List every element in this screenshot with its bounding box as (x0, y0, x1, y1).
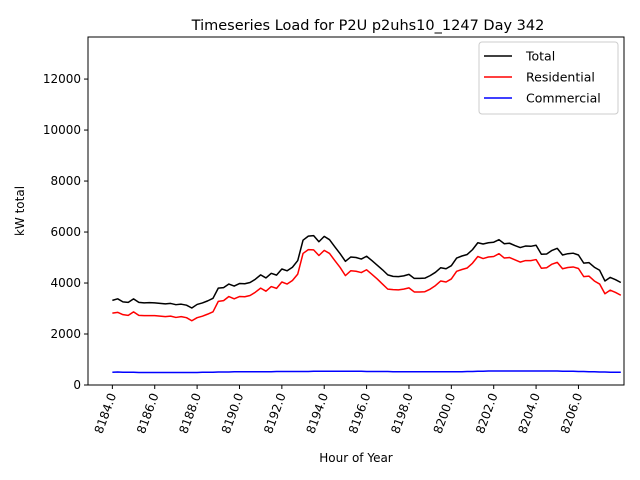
series-layer (112, 234, 622, 374)
y-tick-label: 10000 (43, 123, 81, 137)
chart-title: Timeseries Load for P2U p2uhs10_1247 Day… (191, 18, 545, 34)
series-line-commercial (112, 370, 621, 374)
legend: Total Residential Commercial (478, 41, 619, 115)
y-tick-label: 12000 (43, 72, 81, 86)
y-tick-label: 0 (73, 378, 81, 392)
y-axis: 0 2000 4000 6000 8000 10000 12000 (43, 72, 88, 392)
y-tick-label: 2000 (50, 327, 81, 341)
series-line-total (112, 234, 622, 309)
legend-label-total: Total (525, 49, 555, 64)
legend-label-commercial: Commercial (526, 91, 601, 106)
legend-label-residential: Residential (526, 70, 595, 85)
y-tick-label: 8000 (50, 174, 81, 188)
y-axis-label: kW total (13, 186, 27, 236)
x-axis-label: Hour of Year (319, 451, 393, 465)
legend-box (478, 41, 619, 115)
plot-frame (87, 36, 625, 386)
y-tick-label: 4000 (50, 276, 81, 290)
y-tick-label: 6000 (50, 225, 81, 239)
series-line-residential (112, 248, 622, 322)
